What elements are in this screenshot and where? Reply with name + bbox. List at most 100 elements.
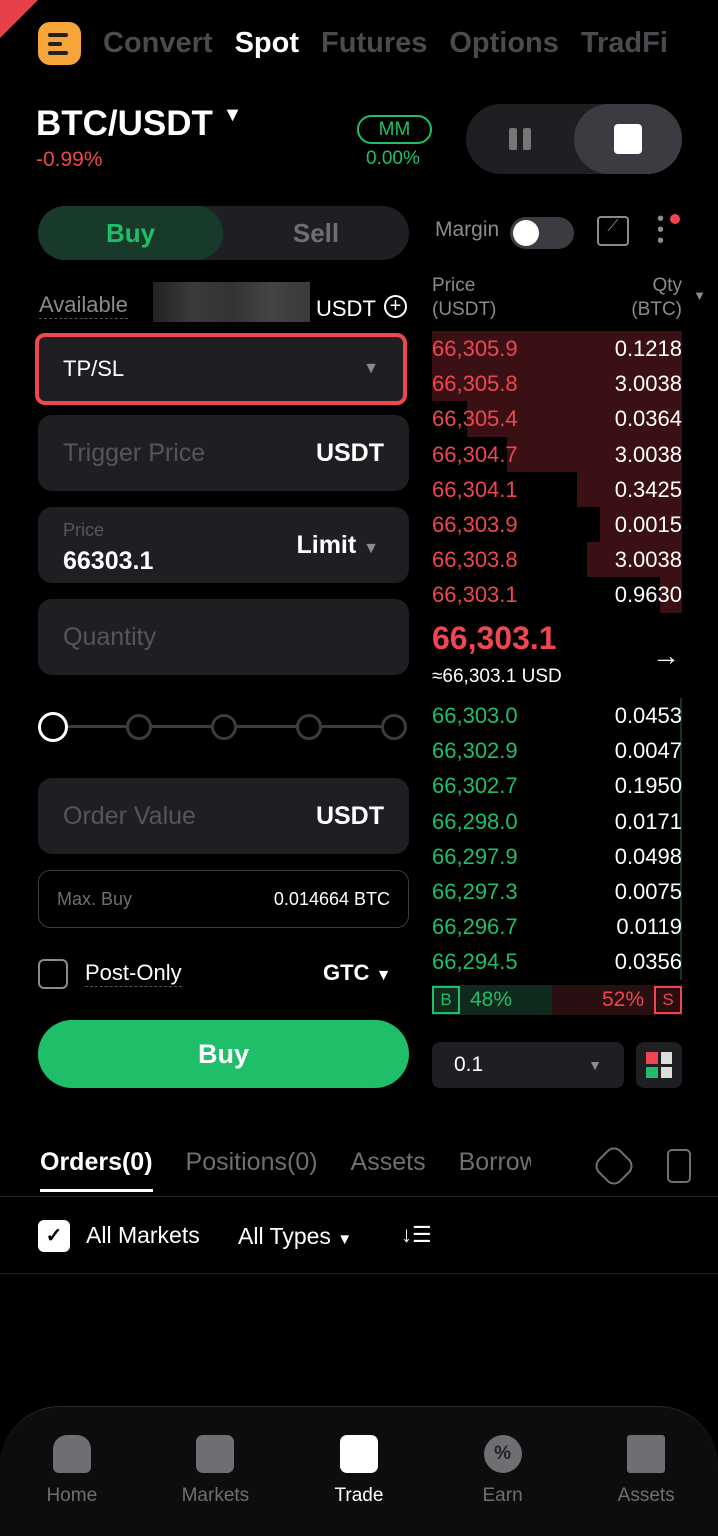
bid-row[interactable]: 66,297.3 0.0075 xyxy=(432,873,682,910)
tab-borrow[interactable]: Borrow xyxy=(458,1148,531,1176)
depth-bar xyxy=(679,803,682,839)
chevron-down-icon: ▼ xyxy=(363,540,379,557)
ask-qty: 0.0364 xyxy=(614,406,682,432)
bid-row[interactable]: 66,294.5 0.0356 xyxy=(432,944,682,980)
qty-header[interactable]: Qty (BTC) xyxy=(631,275,682,320)
bid-row[interactable]: 66,298.0 0.0171 xyxy=(432,803,682,839)
sort-icon[interactable]: ↓☰ xyxy=(401,1222,432,1247)
bid-qty: 0.0171 xyxy=(614,808,682,834)
bid-row[interactable]: 66,302.7 0.1950 xyxy=(432,768,682,804)
order-value-placeholder: Order Value xyxy=(63,801,196,830)
buy-button[interactable]: Buy xyxy=(38,1020,409,1088)
bid-qty: 0.1950 xyxy=(614,773,682,799)
ask-row[interactable]: 66,303.1 0.9630 xyxy=(432,577,682,613)
all-markets-checkbox[interactable]: ✓ xyxy=(38,1220,70,1252)
bid-row[interactable]: 66,297.9 0.0498 xyxy=(432,838,682,874)
tab-convert[interactable]: Convert xyxy=(103,27,213,59)
tab-spot[interactable]: Spot xyxy=(234,27,300,59)
orderbook-layout-icon[interactable] xyxy=(636,1042,682,1088)
ask-row[interactable]: 66,303.9 0.0015 xyxy=(432,506,682,543)
nav-markets[interactable]: Markets xyxy=(160,1435,270,1536)
tab-options[interactable]: Options xyxy=(449,27,559,59)
ask-row[interactable]: 66,305.4 0.0364 xyxy=(432,401,682,437)
depth-bar xyxy=(587,542,682,578)
pair-selector[interactable]: BTC/USDT ▼ xyxy=(36,104,242,144)
ask-qty: 0.1218 xyxy=(614,336,682,361)
bid-price: 66,302.7 xyxy=(432,773,518,799)
depth-bar xyxy=(599,506,682,543)
mm-badge[interactable]: MM xyxy=(357,115,432,144)
tab-assets[interactable]: Assets xyxy=(350,1148,426,1176)
chevron-down-icon[interactable]: ▼ xyxy=(693,288,706,303)
tab-positions[interactable]: Positions(0) xyxy=(185,1148,318,1176)
order-value-input[interactable]: Order Value USDT xyxy=(38,778,409,854)
settings-hex-icon[interactable] xyxy=(591,1143,637,1189)
more-icon[interactable]: • • • xyxy=(657,208,665,252)
price-input[interactable]: Price 66303.1 Limit ▼ xyxy=(38,507,409,583)
ask-row[interactable]: 66,305.9 0.1218 xyxy=(432,331,682,367)
depth-bar xyxy=(679,768,682,804)
bid-row[interactable]: 66,302.9 0.0047 xyxy=(432,733,682,769)
last-price-usd: ≈66,303.1 USD xyxy=(432,666,562,687)
bid-row[interactable]: 66,296.7 0.0119 xyxy=(432,909,682,945)
bid-qty: 0.0119 xyxy=(616,914,682,940)
ask-qty: 0.9630 xyxy=(614,582,682,608)
home-icon xyxy=(52,1435,91,1473)
price-type-select[interactable]: Limit ▼ xyxy=(296,531,379,560)
bid-price: 66,303.0 xyxy=(432,703,518,728)
nav-home[interactable]: Home xyxy=(17,1435,127,1536)
quantity-input[interactable]: Quantity xyxy=(38,599,409,675)
asks-list: 66,305.9 0.1218 66,305.8 3.0038 66,305.4 0.03… xyxy=(432,331,682,613)
quantity-slider[interactable] xyxy=(38,712,408,742)
margin-toggle[interactable] xyxy=(510,217,574,249)
orderbook-icon[interactable] xyxy=(614,124,642,154)
bottom-tabs: Orders(0) Positions(0) Assets Borrow xyxy=(40,1148,531,1192)
precision-select[interactable]: 0.1 ▼ xyxy=(432,1042,624,1088)
last-price: 66,303.1 xyxy=(432,620,557,656)
slider-handle[interactable] xyxy=(38,712,68,742)
mm-value: 0.00% xyxy=(366,148,420,169)
depth-bar xyxy=(679,909,682,945)
nav-earn[interactable]: % Earn xyxy=(448,1435,558,1536)
sell-tab[interactable]: Sell xyxy=(292,218,340,248)
bid-qty: 0.0356 xyxy=(614,949,682,975)
order-type-select[interactable]: TP/SL ▼ xyxy=(35,333,407,405)
bid-price: 66,297.9 xyxy=(432,843,518,869)
tif-select[interactable]: GTC ▼ xyxy=(323,960,391,986)
depth-bar xyxy=(432,366,682,402)
chart-icon[interactable]: ⟋ xyxy=(597,216,629,246)
tab-tradfi[interactable]: TradFi xyxy=(580,27,668,59)
ask-price: 66,304.7 xyxy=(432,441,518,467)
arrow-right-icon[interactable]: → xyxy=(652,640,680,671)
bottom-nav: Home Markets Trade % Earn Assets xyxy=(0,1406,718,1536)
nav-trade[interactable]: Trade xyxy=(304,1435,414,1536)
notification-dot xyxy=(670,214,680,224)
bid-price: 66,302.9 xyxy=(432,738,518,764)
view-toggle[interactable] xyxy=(466,104,682,174)
ask-row[interactable]: 66,303.8 3.0038 xyxy=(432,542,682,578)
ask-row[interactable]: 66,304.1 0.3425 xyxy=(432,471,682,507)
trigger-price-input[interactable]: Trigger Price USDT xyxy=(38,415,409,491)
all-markets-label[interactable]: All Markets xyxy=(86,1222,200,1248)
bid-qty: 0.0498 xyxy=(614,843,682,869)
deposit-plus-icon[interactable]: + xyxy=(384,295,407,318)
ask-row[interactable]: 66,305.8 3.0038 xyxy=(432,366,682,402)
buy-tab[interactable]: Buy xyxy=(38,206,223,260)
bid-row[interactable]: 66,303.0 0.0453 xyxy=(432,698,682,734)
bid-qty: 0.0075 xyxy=(614,878,682,904)
nav-assets[interactable]: Assets xyxy=(591,1435,701,1536)
bid-qty: 0.0453 xyxy=(614,703,682,728)
trade-icon xyxy=(339,1435,378,1473)
post-only-checkbox[interactable] xyxy=(38,959,68,989)
ask-row[interactable]: 66,304.7 3.0038 xyxy=(432,436,682,472)
available-label: Available xyxy=(39,292,128,319)
tab-orders[interactable]: Orders(0) xyxy=(40,1148,153,1192)
tab-futures[interactable]: Futures xyxy=(321,27,428,59)
candlestick-icon[interactable] xyxy=(506,124,534,154)
all-types-select[interactable]: All Types ▼ xyxy=(238,1223,353,1249)
history-icon[interactable] xyxy=(667,1149,691,1183)
menu-icon[interactable] xyxy=(38,22,81,65)
bid-price: 66,298.0 xyxy=(432,808,518,834)
available-unit: USDT xyxy=(316,296,376,321)
tif-value: GTC xyxy=(323,960,370,985)
